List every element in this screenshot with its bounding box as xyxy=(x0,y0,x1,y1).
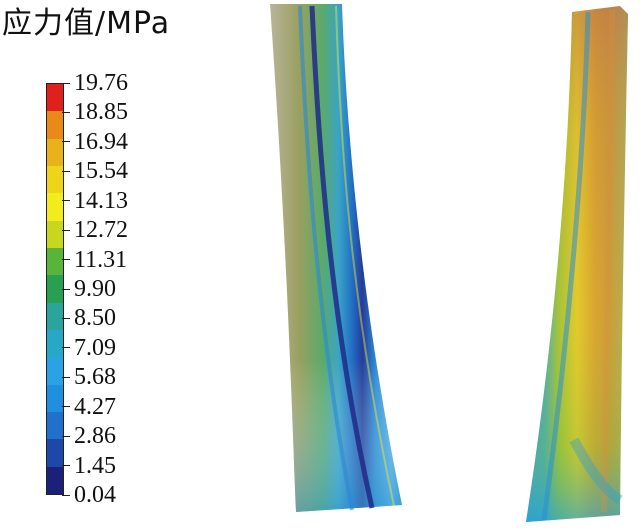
tick-label: 16.94 xyxy=(74,128,128,155)
color-swatch xyxy=(47,412,63,440)
color-swatch xyxy=(47,439,63,468)
tick-mark xyxy=(62,111,70,113)
color-swatch xyxy=(47,248,63,276)
tick-label: 11.31 xyxy=(74,246,128,273)
tick-label: 1.45 xyxy=(74,452,116,479)
tick-label: 18.85 xyxy=(74,99,128,126)
tick-mark xyxy=(62,82,70,84)
tick-label: 15.54 xyxy=(74,158,128,185)
tick-mark xyxy=(62,141,70,143)
tick-mark xyxy=(62,494,70,496)
tick-label: 5.68 xyxy=(74,364,116,391)
color-swatch xyxy=(47,84,63,112)
tick-label: 9.90 xyxy=(74,276,116,302)
tick-label: 4.27 xyxy=(74,393,116,420)
tick-label: 0.04 xyxy=(74,482,116,508)
tick-label: 12.72 xyxy=(74,217,128,244)
tick-mark xyxy=(62,229,70,231)
color-swatch xyxy=(47,302,63,331)
tick-mark xyxy=(62,376,70,378)
color-swatch xyxy=(47,275,63,304)
tick-mark xyxy=(62,406,70,408)
color-swatch xyxy=(47,193,63,222)
tick-label: 14.13 xyxy=(74,187,128,214)
color-scale-bar xyxy=(46,83,64,495)
color-swatch xyxy=(47,330,63,358)
tick-mark xyxy=(62,465,70,467)
color-swatch xyxy=(47,166,63,194)
tick-mark xyxy=(62,200,70,202)
legend-title: 应力值/MPa xyxy=(2,6,171,41)
color-swatch xyxy=(47,138,63,167)
color-swatch xyxy=(47,220,63,249)
tick-mark xyxy=(62,317,70,319)
color-swatch xyxy=(47,466,63,495)
tick-mark xyxy=(62,288,70,290)
tick-label: 19.76 xyxy=(74,70,128,96)
color-swatch xyxy=(47,111,63,140)
tick-label: 2.86 xyxy=(74,423,116,450)
left-column-model xyxy=(270,4,402,512)
tick-mark xyxy=(62,435,70,437)
tick-mark xyxy=(62,259,70,261)
right-column-model xyxy=(526,6,628,522)
tick-mark xyxy=(62,170,70,172)
color-swatch xyxy=(47,384,63,413)
tick-mark xyxy=(62,347,70,349)
tick-label: 8.50 xyxy=(74,305,116,332)
color-swatch xyxy=(47,357,63,386)
tick-label: 7.09 xyxy=(74,334,116,361)
